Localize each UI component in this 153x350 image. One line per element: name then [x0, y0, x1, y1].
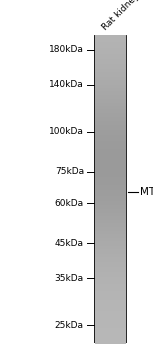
Text: 100kDa: 100kDa	[49, 127, 84, 136]
Text: 180kDa: 180kDa	[49, 45, 84, 54]
Text: 60kDa: 60kDa	[55, 198, 84, 208]
Text: 140kDa: 140kDa	[49, 80, 84, 89]
Text: 35kDa: 35kDa	[55, 274, 84, 283]
Text: MTHFR: MTHFR	[140, 187, 153, 197]
Text: Rat kidney: Rat kidney	[101, 0, 141, 32]
Text: 25kDa: 25kDa	[55, 321, 84, 330]
Text: 45kDa: 45kDa	[55, 239, 84, 248]
Text: 75kDa: 75kDa	[55, 167, 84, 176]
